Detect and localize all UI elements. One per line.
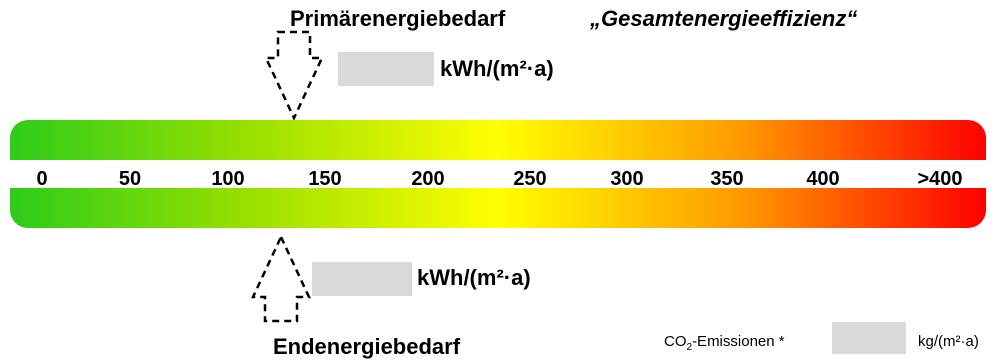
scale-tick-label: 300 (610, 168, 644, 190)
scale-tick-label: 150 (308, 168, 342, 190)
scale-tick-label: 0 (36, 168, 48, 190)
co2-emissions-unit: kg/(m²·a) (918, 333, 979, 350)
dashed-up-arrow-icon (251, 234, 311, 323)
primary-energy-value-field[interactable] (338, 52, 434, 86)
primary-energy-title: Primärenergiebedarf (290, 6, 506, 31)
final-energy-title: Endenergiebedarf (273, 334, 461, 359)
scale-tick-label: 400 (806, 168, 840, 190)
final-energy-unit: kWh/(m²·a) (417, 265, 531, 290)
dashed-down-arrow-icon (264, 30, 324, 121)
scale-tick-label: 100 (211, 168, 245, 190)
scale-tick-label: 250 (513, 168, 547, 190)
energy-scale-bar-bottom (10, 188, 986, 228)
primary-energy-unit: kWh/(m²·a) (440, 56, 554, 81)
scale-tick-label: 200 (411, 168, 445, 190)
co2-emissions-label: CO2-Emissionen * (664, 333, 785, 353)
scale-tick-label: 350 (710, 168, 744, 190)
overall-efficiency-title: „Gesamtenergieeffizienz“ (590, 6, 858, 31)
final-energy-value-field[interactable] (312, 262, 412, 296)
energy-scale-bar-top (10, 120, 986, 160)
energy-scale-ticks: 0 50 100 150 200 250 300 350 400 >400 (10, 168, 986, 192)
co2-emissions-value-field[interactable] (832, 322, 906, 354)
scale-tick-label: 50 (118, 168, 142, 190)
scale-tick-label: >400 (917, 168, 963, 190)
